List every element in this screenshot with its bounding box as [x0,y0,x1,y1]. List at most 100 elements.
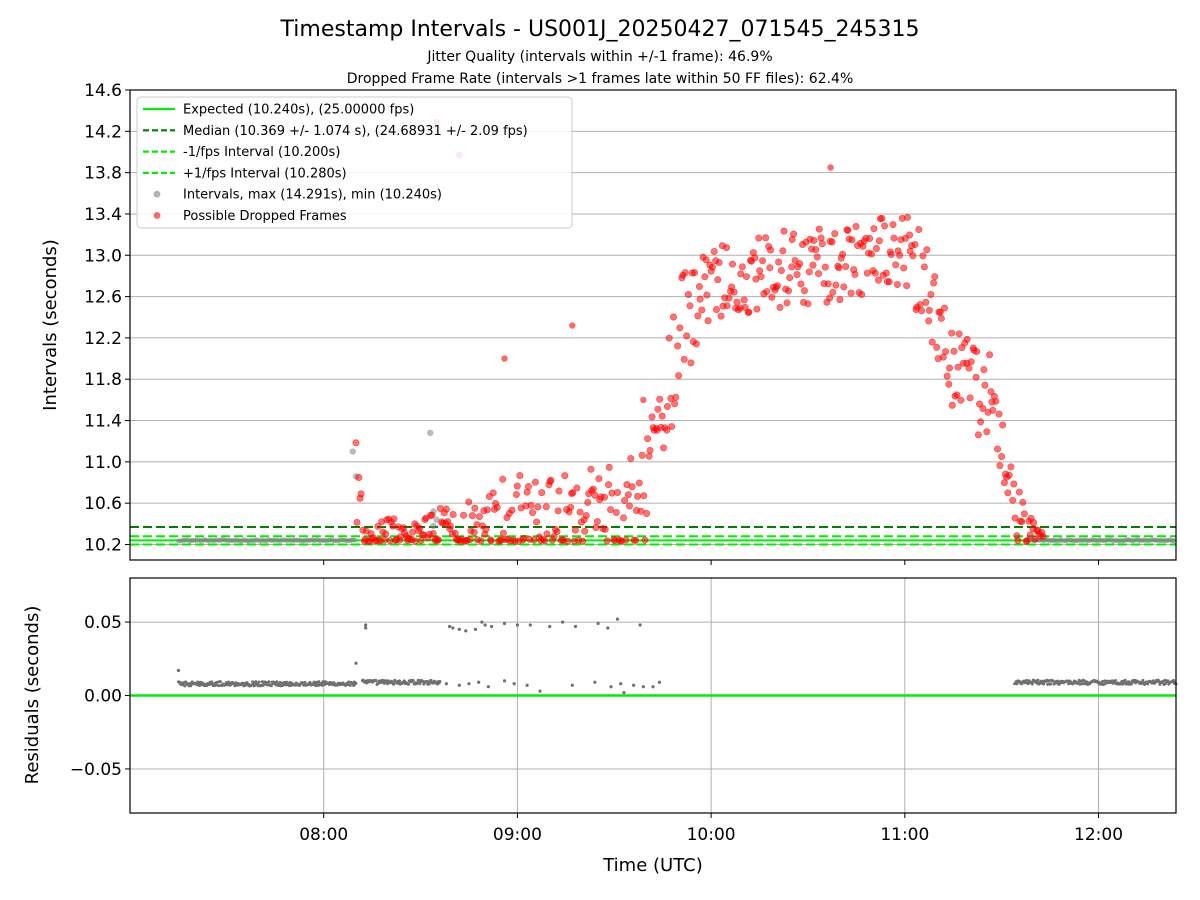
dropped-frame-point [607,506,615,514]
dropped-frame-point [355,473,363,481]
dropped-frame-point [887,250,895,258]
dropped-frame-point [878,214,886,222]
dropped-frame-point [892,261,900,269]
dropped-frame-point [542,503,550,511]
dropped-frame-point [1020,510,1028,518]
dropped-frame-point [1019,498,1027,506]
dropped-frame-point [756,267,764,275]
top-plot-data [130,118,1177,546]
residual-point [374,679,378,683]
dropped-frame-point [527,501,535,509]
dropped-frame-point [473,521,481,529]
dropped-frame-point [881,222,889,230]
x-tick-label: 11:00 [880,825,929,845]
residual-point [561,620,565,624]
dropped-frame-point [937,314,945,322]
dropped-frame-point [948,329,956,337]
dropped-frame-point [896,251,904,259]
dropped-frame-point [382,530,390,538]
residual-point [609,685,613,689]
dropped-frame-point [906,231,914,239]
dropped-frame-point [1014,536,1022,544]
dropped-frame-point [569,489,577,497]
dropped-frame-point [967,358,975,366]
dropped-frame-point [428,511,436,519]
bottom-y-tick-label: 0.00 [84,687,122,707]
dropped-frame-point [680,355,688,363]
residual-point [398,679,402,683]
dropped-frame-point [790,230,798,238]
dropped-frame-point [992,397,1000,405]
residual-point [451,626,455,630]
dropped-frame-point [477,537,485,545]
dropped-frame-point [915,226,923,234]
dropped-frame-point [835,264,843,272]
residual-point [606,626,610,630]
dropped-frame-point [810,237,818,245]
dropped-frame-point [840,283,848,291]
residual-point [538,689,542,693]
residual-point [415,681,419,685]
dropped-frame-point [954,363,962,371]
dropped-frame-point [581,527,589,535]
dropped-frame-point [471,504,479,512]
dropped-frame-point [804,300,812,308]
dropped-frame-point [909,252,917,260]
dropped-frame-point [1007,463,1015,471]
residual-point [515,623,520,627]
dropped-frame-point [945,380,953,388]
dropped-frame-point [665,334,673,342]
residual-point [364,623,368,627]
residual-point [1123,678,1127,682]
residual-point [489,624,494,629]
top-y-tick-label: 13.4 [84,205,122,225]
dropped-frame-point [625,502,633,510]
residual-point [257,680,261,684]
dropped-frame-point [640,492,648,500]
dropped-frame-point [489,489,497,497]
dropped-frame-point [977,418,985,426]
dropped-frame-point [812,246,820,254]
dropped-frame-point [644,435,652,443]
dropped-frame-point [573,484,581,492]
dropped-frame-point [1026,531,1034,539]
dropped-frame-point [832,281,840,289]
dropped-frame-point [593,518,601,526]
residual-point [528,623,532,627]
residual-point [252,684,256,688]
residual-point [411,679,415,683]
dropped-frame-point [663,403,671,411]
dropped-frame-point [531,478,539,486]
dropped-frame-point [836,296,844,304]
dropped-frame-point [499,529,507,537]
dropped-frame-point [930,279,938,287]
top-plot-frame [129,89,1177,561]
residual-point [1151,679,1155,683]
dropped-frame-point [757,273,765,281]
dropped-frame-point [797,280,805,288]
dropped-frame-point [660,444,668,452]
legend-label: +1/fps Interval (10.280s) [183,166,347,181]
residual-point [457,627,461,632]
dropped-frame-point [745,308,753,316]
dropped-frame-point [796,260,804,268]
dropped-frame-point [627,455,635,463]
dropped-frame-point [900,264,908,272]
dropped-frame-point [576,508,584,516]
dropped-frame-outlier [569,322,576,329]
legend-label: Expected (10.240s), (25.00000 fps) [183,103,414,118]
dropped-frame-point [957,396,965,404]
dropped-frame-point [817,234,825,242]
dropped-frame-point [1010,480,1018,488]
dropped-frame-point [541,537,549,545]
residual-point [308,680,312,684]
dropped-frame-point [512,490,520,498]
residual-point [1047,679,1051,683]
dropped-frame-point [687,359,695,367]
residual-point [638,623,642,627]
dropped-frame-point [658,412,666,420]
dropped-frame-point [874,276,882,284]
residual-point [218,680,222,684]
legend: Expected (10.240s), (25.00000 fps) Median… [136,96,573,229]
dropped-frame-point [786,274,794,282]
